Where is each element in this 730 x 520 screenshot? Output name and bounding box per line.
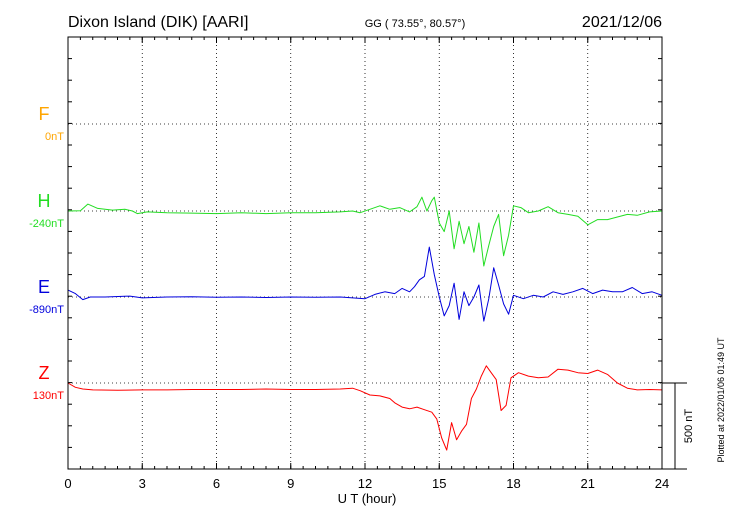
plotted-note: Plotted at 2022/01/06 01:49 UT <box>716 337 726 463</box>
component-h-name: H <box>38 191 51 211</box>
plot-frame <box>67 36 663 470</box>
plot-date: 2021/12/06 <box>582 14 662 31</box>
grid <box>68 37 662 469</box>
x-tick-label: 21 <box>581 476 595 491</box>
component-h-baseline: -240nT <box>29 218 64 230</box>
scale-bar <box>662 382 687 470</box>
x-axis-ticks: 0 3 6 9 12 15 18 21 24 <box>64 36 669 491</box>
x-tick-label: 12 <box>358 476 372 491</box>
component-labels: F 0nT H -240nT E -890nT Z 130nT <box>29 104 64 402</box>
series-z-line <box>67 365 663 451</box>
x-tick-label: 9 <box>287 476 294 491</box>
x-tick-label: 6 <box>213 476 220 491</box>
component-z-baseline: 130nT <box>33 390 64 402</box>
x-tick-label: 3 <box>139 476 146 491</box>
x-tick-label: 24 <box>655 476 669 491</box>
component-f-baseline: 0nT <box>45 131 64 143</box>
data-series <box>67 196 663 451</box>
series-e-line <box>67 246 663 322</box>
x-axis-label: U T (hour) <box>338 491 397 506</box>
series-h-line <box>67 196 663 267</box>
station-coords: GG ( 73.55°, 80.57°) <box>365 18 466 30</box>
component-f-name: F <box>39 104 50 124</box>
x-tick-label: 15 <box>432 476 446 491</box>
scale-bar-label: 500 nT <box>683 409 695 444</box>
component-e-baseline: -890nT <box>29 304 64 316</box>
component-e-name: E <box>38 277 50 297</box>
x-tick-label: 18 <box>506 476 520 491</box>
x-tick-label: 0 <box>64 476 71 491</box>
station-title: Dixon Island (DIK) [AARI] <box>68 14 249 31</box>
component-z-name: Z <box>39 363 50 383</box>
